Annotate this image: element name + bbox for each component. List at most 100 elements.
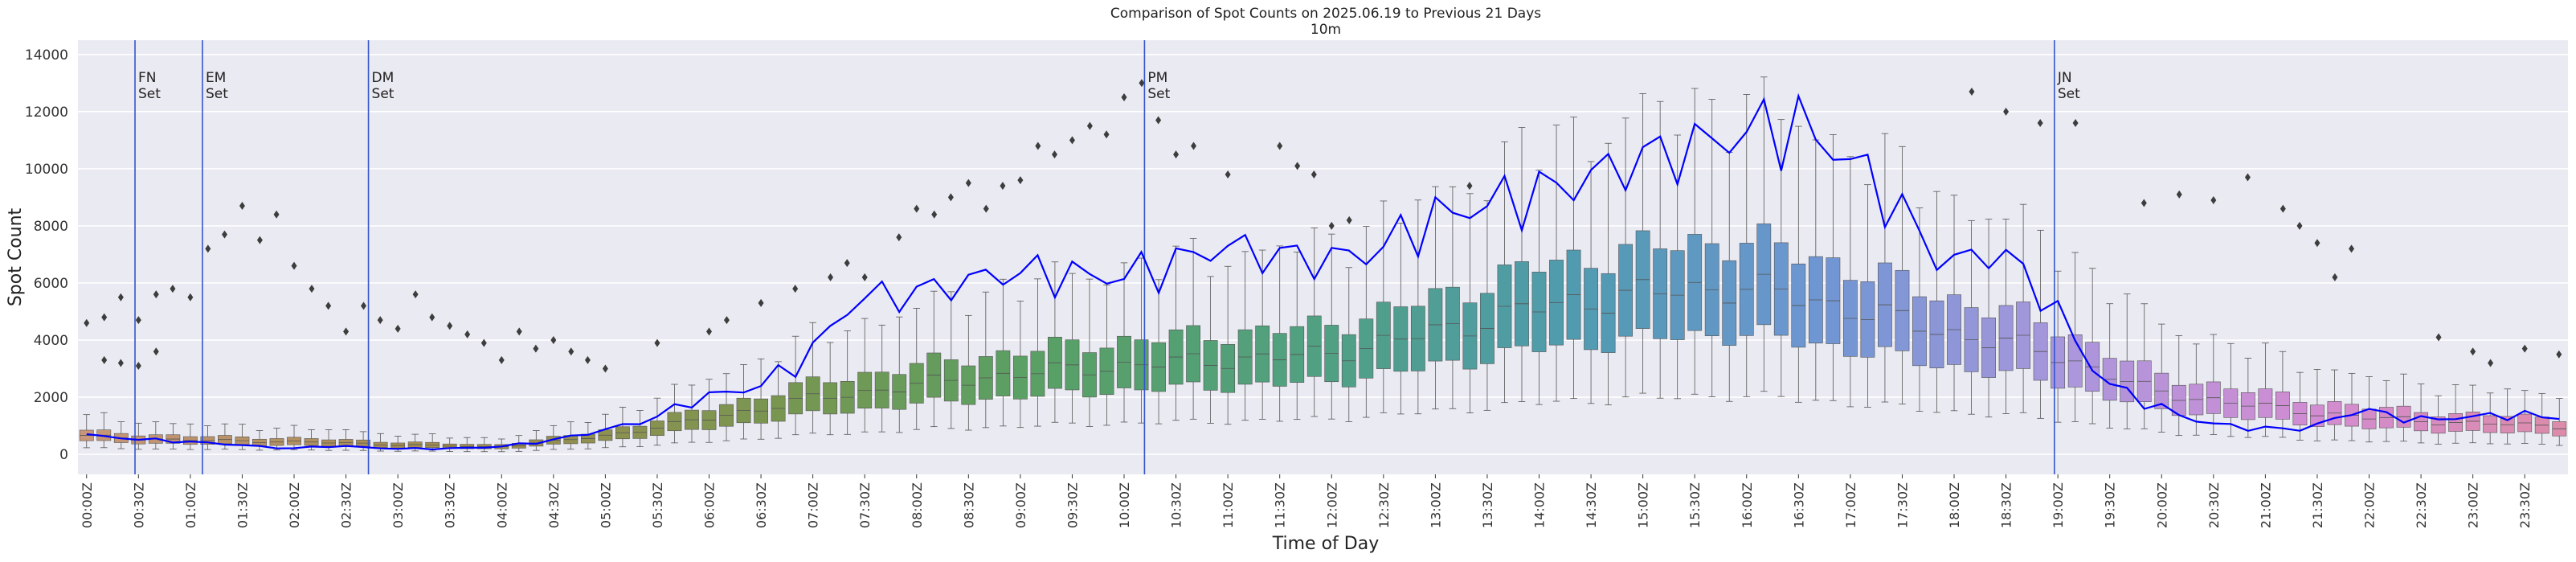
plot-area bbox=[78, 40, 2568, 474]
outlier-point bbox=[1294, 162, 1301, 170]
outlier-point bbox=[568, 347, 574, 356]
outlier-point bbox=[2141, 199, 2147, 207]
outlier-point bbox=[844, 259, 850, 268]
outlier-point bbox=[153, 290, 159, 299]
outlier-point bbox=[965, 178, 971, 187]
y-tick-label: 8000 bbox=[34, 219, 68, 235]
outlier-point bbox=[2176, 190, 2182, 199]
x-tick-label: 18:30Z bbox=[1999, 482, 2014, 528]
outlier-point bbox=[153, 347, 159, 356]
marker-label: DM bbox=[372, 70, 395, 86]
x-tick-label: 01:30Z bbox=[235, 482, 250, 528]
outlier-point bbox=[2488, 359, 2494, 367]
x-axis-ticks: 00:00Z 00:30Z 01:00Z 01:30Z 02:00Z 02:30Z 03:0… bbox=[80, 474, 2533, 528]
outlier-point bbox=[1051, 150, 1057, 159]
outlier-point bbox=[914, 204, 920, 213]
x-tick-label: 19:30Z bbox=[2103, 482, 2118, 528]
marker-label: Set bbox=[2058, 86, 2080, 102]
x-tick-label: 15:00Z bbox=[1636, 482, 1651, 528]
current-day-line-group bbox=[86, 92, 2560, 451]
outlier-point bbox=[2003, 107, 2010, 116]
marker-label: JN bbox=[2057, 70, 2072, 86]
y-tick-label: 10000 bbox=[25, 162, 68, 178]
outlier-point bbox=[516, 327, 522, 336]
outlier-point bbox=[1328, 221, 1335, 230]
x-tick-label: 03:30Z bbox=[443, 482, 458, 528]
outlier-point bbox=[1086, 121, 1093, 130]
x-tick-label: 13:30Z bbox=[1480, 482, 1495, 528]
chart-subtitle: 10m bbox=[1310, 22, 1341, 38]
marker-label: FN bbox=[138, 70, 157, 86]
outlier-point bbox=[429, 313, 435, 322]
chart-title: Comparison of Spot Counts on 2025.06.19 … bbox=[1110, 6, 1541, 22]
outlier-point bbox=[135, 362, 141, 370]
x-tick-label: 23:30Z bbox=[2517, 482, 2533, 528]
x-tick-label: 14:30Z bbox=[1584, 482, 1599, 528]
outlier-point bbox=[654, 338, 660, 347]
y-tick-label: 0 bbox=[59, 447, 68, 463]
outlier-point bbox=[187, 293, 194, 302]
x-tick-label: 08:00Z bbox=[910, 482, 925, 528]
outlier-point bbox=[135, 316, 141, 325]
outlier-point bbox=[758, 298, 764, 307]
outlier-point bbox=[2435, 333, 2442, 342]
marker-label: Set bbox=[1147, 86, 1170, 102]
outlier-point bbox=[2280, 204, 2286, 213]
outlier-point bbox=[117, 293, 124, 302]
outlier-point bbox=[1000, 182, 1006, 191]
outlier-point bbox=[1155, 116, 1162, 125]
outlier-point bbox=[2470, 347, 2476, 356]
x-tick-label: 00:30Z bbox=[131, 482, 146, 528]
outlier-point bbox=[464, 330, 471, 338]
x-tick-label: 21:00Z bbox=[2258, 482, 2273, 528]
x-tick-label: 12:00Z bbox=[1324, 482, 1339, 528]
outlier-point bbox=[101, 313, 108, 322]
x-tick-label: 20:30Z bbox=[2206, 482, 2222, 528]
x-tick-label: 05:00Z bbox=[598, 482, 613, 528]
outlier-point bbox=[291, 261, 297, 270]
outlier-point bbox=[221, 230, 227, 239]
outlier-point bbox=[273, 210, 280, 219]
x-tick-label: 04:30Z bbox=[546, 482, 562, 528]
outlier-point bbox=[412, 290, 419, 299]
outlier-point bbox=[2037, 119, 2043, 128]
x-tick-label: 13:00Z bbox=[1428, 482, 1443, 528]
y-tick-label: 12000 bbox=[25, 105, 68, 121]
outlier-point bbox=[447, 322, 453, 330]
outlier-point bbox=[2296, 221, 2303, 230]
outlier-point bbox=[1191, 142, 1197, 150]
x-tick-label: 08:30Z bbox=[961, 482, 976, 528]
y-axis-label: Spot Count bbox=[6, 207, 26, 306]
outlier-point bbox=[584, 355, 591, 364]
outlier-point bbox=[533, 344, 539, 353]
outlier-point bbox=[1969, 87, 1975, 96]
y-tick-label: 2000 bbox=[34, 390, 68, 406]
x-tick-label: 09:30Z bbox=[1065, 482, 1080, 528]
x-tick-label: 06:00Z bbox=[702, 482, 718, 528]
outlier-point bbox=[947, 193, 954, 202]
x-tick-label: 07:30Z bbox=[857, 482, 873, 528]
outlier-point bbox=[1225, 170, 1231, 178]
x-tick-label: 02:30Z bbox=[339, 482, 354, 528]
boxes bbox=[79, 76, 2567, 453]
x-tick-label: 15:30Z bbox=[1687, 482, 1703, 528]
x-tick-label: 11:30Z bbox=[1273, 482, 1288, 528]
outlier-point bbox=[602, 364, 608, 373]
marker-label: EM bbox=[206, 70, 226, 86]
outlier-point bbox=[2210, 195, 2217, 204]
outlier-point bbox=[1103, 130, 1110, 139]
marker-label: PM bbox=[1147, 70, 1167, 86]
x-tick-label: 22:00Z bbox=[2362, 482, 2378, 528]
outlier-point bbox=[309, 285, 315, 293]
outlier-point bbox=[828, 273, 834, 281]
x-tick-label: 22:30Z bbox=[2414, 482, 2429, 528]
gridlines bbox=[78, 53, 2568, 455]
outlier-point bbox=[101, 355, 108, 364]
x-tick-label: 09:00Z bbox=[1013, 482, 1028, 528]
outlier-point bbox=[2556, 350, 2562, 359]
outlier-point bbox=[1277, 142, 1283, 150]
x-tick-label: 23:00Z bbox=[2466, 482, 2481, 528]
outlier-point bbox=[792, 285, 799, 293]
x-tick-label: 14:00Z bbox=[1532, 482, 1548, 528]
